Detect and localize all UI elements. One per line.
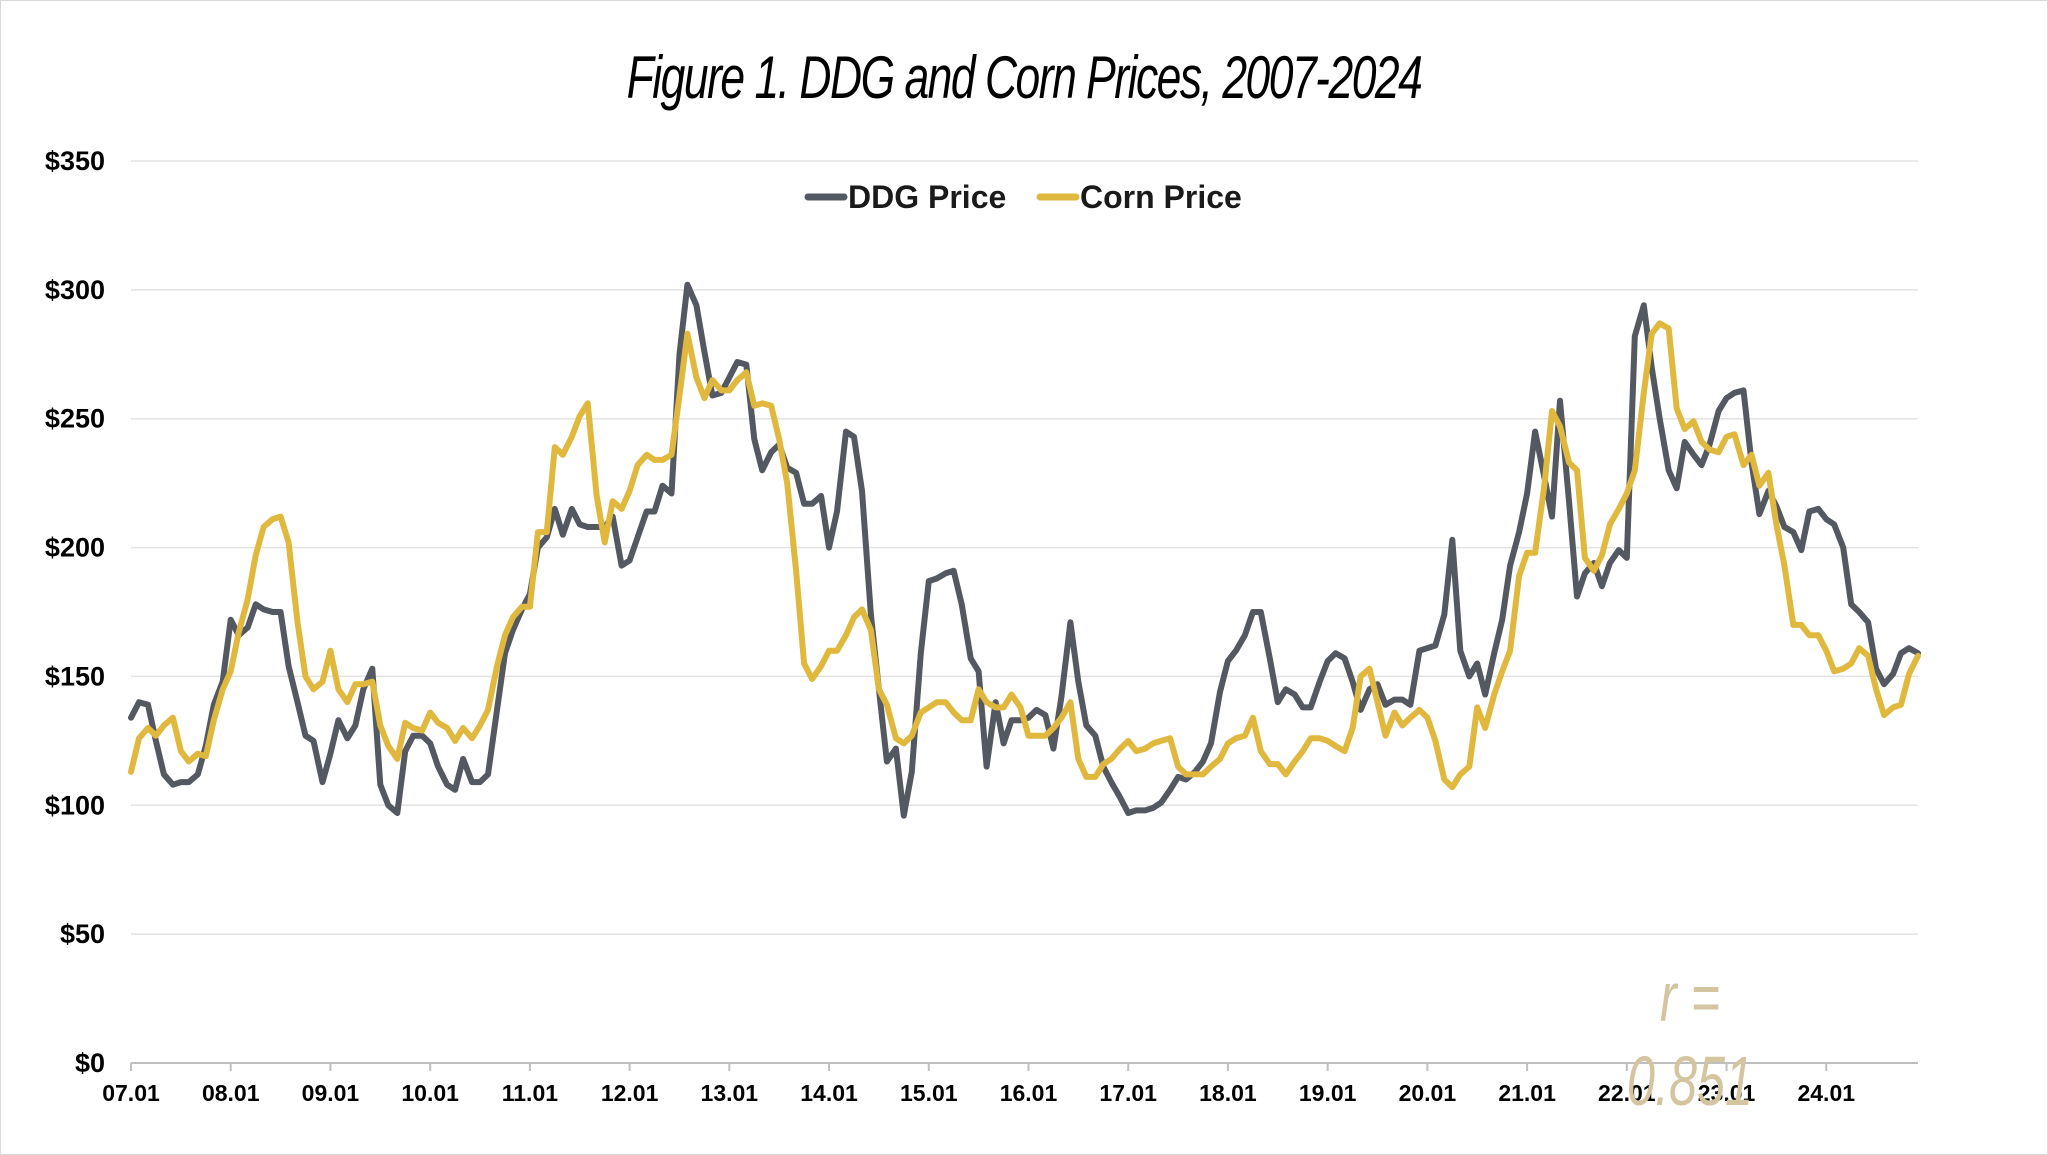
x-tick-label: 08.01: [202, 1080, 260, 1106]
y-tick-label: $50: [60, 919, 105, 949]
y-tick-label: $200: [45, 533, 105, 563]
x-tick-label: 12.01: [601, 1080, 659, 1106]
x-tick-label: 09.01: [302, 1080, 360, 1106]
y-tick-label: $150: [45, 661, 105, 691]
series-line-corn: [128, 320, 1921, 791]
y-tick-label: $350: [45, 146, 105, 176]
y-tick-label: $100: [45, 790, 105, 820]
legend: DDG Price Corn Price: [804, 179, 1242, 215]
series-lines: [128, 281, 1921, 819]
correlation-annotation: r = 0.851: [1626, 958, 1754, 1120]
y-tick-label: $300: [45, 275, 105, 305]
x-tick-label: 19.01: [1299, 1080, 1357, 1106]
x-tick-label: 20.01: [1399, 1080, 1457, 1106]
x-tick-label: 13.01: [701, 1080, 759, 1106]
x-axis: 07.01 08.01 09.01 10.01 11.01 12.01 13.01 14.01…: [102, 1062, 1918, 1106]
x-tick-label: 10.01: [401, 1080, 459, 1106]
x-tick-label: 22.01: [1598, 1080, 1656, 1106]
y-axis: $0 $50 $100 $150 $200 $250 $300 $350: [45, 146, 105, 1078]
x-tick-label: 24.01: [1797, 1080, 1855, 1106]
x-tick-label: 15.01: [900, 1080, 958, 1106]
legend-label: Corn Price: [1080, 179, 1242, 215]
legend-item: DDG Price: [804, 179, 1006, 215]
chart-title: Figure 1. DDG and Corn Prices, 2007-2024: [626, 44, 1423, 111]
x-tick-label: 11.01: [502, 1080, 558, 1106]
legend-item: Corn Price: [1036, 179, 1242, 215]
x-tick-label: 16.01: [1000, 1080, 1058, 1106]
legend-label: DDG Price: [848, 179, 1006, 215]
x-tick-label: 21.01: [1498, 1080, 1556, 1106]
gridlines: [131, 160, 1918, 935]
x-tick-label: 18.01: [1199, 1080, 1257, 1106]
x-tick-label: 07.01: [102, 1080, 160, 1106]
x-tick-label: 17.01: [1099, 1080, 1157, 1106]
x-tick-label: 23.01: [1698, 1080, 1756, 1106]
y-tick-label: $0: [75, 1048, 105, 1078]
y-tick-label: $250: [45, 404, 105, 434]
x-tick-label: 14.01: [800, 1080, 858, 1106]
